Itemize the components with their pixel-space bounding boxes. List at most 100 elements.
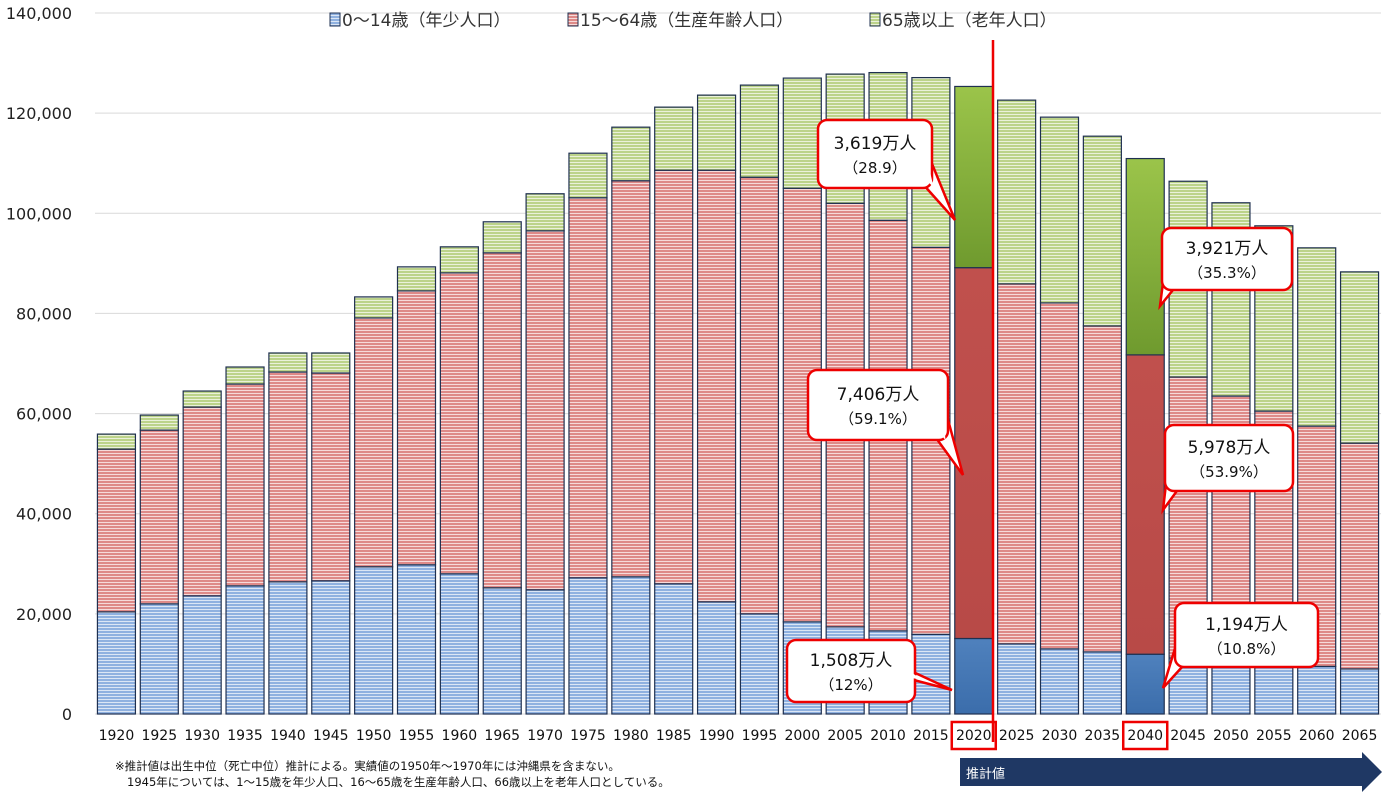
callout-2020-0: 3,619万人 （28.9） <box>816 118 957 221</box>
bar-segment-working-1965 <box>482 252 522 589</box>
callout-value: 5,978万人 <box>1188 438 1271 458</box>
x-tick-label: 2005 <box>827 728 863 744</box>
callout-2040-3: 3,921万人 （35.3%） <box>1158 226 1294 311</box>
callout-value: 1,508万人 <box>810 651 893 671</box>
x-tick-label: 2045 <box>1170 728 1206 744</box>
callout-value: 3,619万人 <box>834 134 917 154</box>
bar-segment-elderly-2065 <box>1339 271 1380 444</box>
y-tick-label: 60,000 <box>16 405 72 424</box>
x-tick-label: 1935 <box>227 728 263 744</box>
bar-segment-young-1940 <box>268 581 308 715</box>
callout-2040-5: 1,194万人 （10.8%） <box>1161 601 1320 689</box>
bar-segment-elderly-1945 <box>311 352 351 374</box>
x-tick-label: 1940 <box>270 728 306 744</box>
bar-segment-elderly-1960 <box>439 246 479 274</box>
callout-percent: （10.8%） <box>1208 640 1286 658</box>
bar-segment-elderly-1925 <box>139 414 179 431</box>
x-tick-label: 1925 <box>141 728 177 744</box>
callout-value: 3,921万人 <box>1186 239 1269 259</box>
x-tick-label: 1990 <box>699 728 735 744</box>
bar-segment-elderly-2040 <box>1125 157 1165 356</box>
bar-segment-young-1970 <box>525 589 565 715</box>
highlight-year-box <box>1121 720 1169 751</box>
y-tick-label: 100,000 <box>6 204 72 223</box>
x-tick-label: 1930 <box>184 728 220 744</box>
bar-segment-working-1975 <box>568 197 608 579</box>
bar-segment-elderly-1955 <box>396 266 437 292</box>
bar-segment-elderly-2030 <box>1039 116 1080 304</box>
x-tick-label: 1960 <box>442 728 478 744</box>
bar-segment-elderly-1940 <box>268 352 308 373</box>
bar-segment-young-1925 <box>139 603 179 715</box>
x-tick-label: 1965 <box>484 728 520 744</box>
bar-segment-young-1960 <box>439 573 479 715</box>
bar-segment-working-1950 <box>354 317 394 568</box>
bar-segment-young-1930 <box>182 595 222 715</box>
bar-segment-young-1965 <box>482 587 522 715</box>
legend-label: 0～14歳（年少人口） <box>342 11 510 31</box>
bar-segment-young-2025 <box>997 643 1037 715</box>
legend-label: 15～64歳（生産年齢人口） <box>580 11 793 31</box>
bar-segment-elderly-1970 <box>525 193 565 232</box>
bar-segment-working-1985 <box>654 169 694 585</box>
bar-segment-young-1975 <box>568 577 608 715</box>
x-tick-label: 2010 <box>870 728 906 744</box>
x-tick-label: 2030 <box>1042 728 1078 744</box>
bar-segment-working-1940 <box>268 371 308 583</box>
bar-segment-working-1925 <box>139 429 179 605</box>
bar-segment-elderly-1995 <box>739 84 780 178</box>
bar-segment-elderly-1935 <box>225 366 265 385</box>
y-tick-label: 140,000 <box>6 4 72 23</box>
y-tick-label: 120,000 <box>6 104 72 123</box>
callout-2040-4: 5,978万人 （53.9%） <box>1161 423 1295 515</box>
x-tick-label: 2000 <box>784 728 820 744</box>
bar-segment-working-1945 <box>311 372 351 582</box>
callout-percent: （28.9） <box>843 159 906 177</box>
legend-swatch <box>567 12 579 27</box>
bar-segment-young-2055 <box>1254 663 1294 715</box>
x-tick-label: 1950 <box>356 728 392 744</box>
x-tick-label: 2060 <box>1299 728 1335 744</box>
bar-segment-young-1950 <box>354 566 394 715</box>
bar-segment-young-2020 <box>954 637 994 715</box>
footnote-2: 1945年については、1～15歳を年少人口、16～65歳を生産年齢人口、66歳以… <box>127 775 670 789</box>
x-tick-label: 1995 <box>742 728 778 744</box>
bar-segment-elderly-1980 <box>611 126 651 182</box>
bar-segment-working-1995 <box>739 176 780 615</box>
bar-segment-elderly-1965 <box>482 221 522 254</box>
bar-segment-young-2030 <box>1039 648 1080 715</box>
bar-segment-elderly-2035 <box>1082 135 1122 327</box>
bar-segment-elderly-1950 <box>354 296 394 319</box>
bar-segment-young-2040 <box>1125 653 1165 715</box>
bar-segment-working-2025 <box>997 283 1037 645</box>
highlight-year-box <box>950 720 998 751</box>
bar-segment-elderly-2000 <box>782 77 822 189</box>
callout-value: 1,194万人 <box>1205 615 1288 635</box>
x-tick-label: 2020 <box>956 728 992 744</box>
bar-segment-working-1990 <box>696 169 737 603</box>
bar-segment-working-1930 <box>182 406 222 597</box>
x-tick-label: 2035 <box>1085 728 1121 744</box>
bar-segment-elderly-1920 <box>96 433 137 450</box>
bar-segment-young-1985 <box>654 583 694 715</box>
callout-percent: （53.9%） <box>1190 463 1268 481</box>
legend-label: 65歳以上（老年人口） <box>882 11 1057 31</box>
legend-swatch <box>869 12 881 27</box>
bar-segment-elderly-2060 <box>1297 247 1337 427</box>
x-tick-label: 1975 <box>570 728 606 744</box>
x-tick-label: 1945 <box>313 728 349 744</box>
x-tick-label: 1970 <box>527 728 563 744</box>
bar-segment-working-1955 <box>396 290 437 566</box>
x-tick-label: 1980 <box>613 728 649 744</box>
bar-segment-young-1995 <box>739 613 780 715</box>
bar-segment-elderly-2025 <box>997 99 1037 285</box>
bar-segment-elderly-2020 <box>954 85 994 269</box>
projection-arrow: 推計値 <box>960 752 1382 792</box>
x-tick-label: 2050 <box>1213 728 1249 744</box>
bar-segment-young-2060 <box>1297 665 1337 715</box>
x-tick-label: 2055 <box>1256 728 1292 744</box>
x-tick-label: 1955 <box>399 728 435 744</box>
callout-2020-2: 1,508万人 （12%） <box>785 638 953 704</box>
